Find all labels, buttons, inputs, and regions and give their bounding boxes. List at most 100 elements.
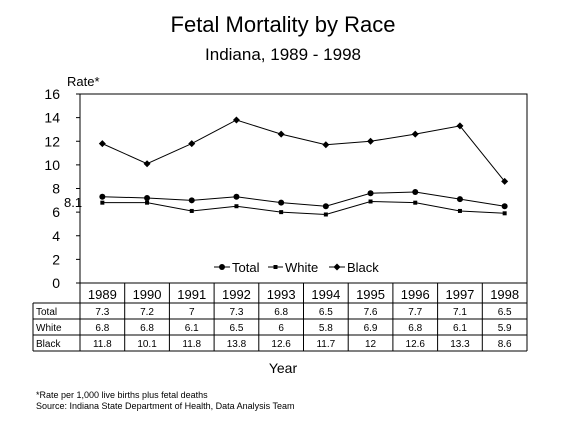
chart-title: Fetal Mortality by Race — [170, 12, 396, 37]
data-point-total — [188, 197, 195, 204]
table-cell: 6.5 — [498, 307, 512, 318]
plot-area — [79, 93, 528, 284]
series-line-total — [102, 191, 505, 207]
table-cell: 13.3 — [450, 339, 470, 350]
data-point-total — [501, 203, 508, 210]
data-point-white — [457, 208, 462, 213]
table-cell: 12.6 — [271, 339, 291, 350]
x-tick-label: 1995 — [356, 287, 385, 302]
x-tick-label: 1996 — [401, 287, 430, 302]
data-point-total — [99, 193, 106, 200]
data-point-black — [456, 122, 464, 130]
x-tick-label: 1998 — [490, 287, 519, 302]
data-point-white — [413, 200, 418, 205]
legend-marker-white — [273, 265, 278, 269]
rate-footnote: *Rate per 1,000 live births plus fetal d… — [36, 390, 208, 400]
data-point-white — [279, 210, 284, 215]
y-tick-label: 2 — [52, 251, 60, 267]
x-tick-label: 1992 — [222, 287, 251, 302]
series-line-black — [102, 119, 506, 182]
data-point-total — [367, 190, 374, 197]
data-point-black — [411, 130, 419, 138]
data-point-total — [278, 199, 285, 206]
data-point-total — [144, 194, 151, 201]
y-tick-label: 16 — [44, 86, 60, 102]
table-cell: 11.8 — [182, 339, 201, 350]
table-cell: 7.6 — [364, 307, 378, 318]
table-cell: 12.6 — [406, 339, 426, 350]
legend-box — [209, 257, 383, 276]
series-line-white — [102, 200, 505, 215]
table-cell: 6 — [278, 323, 284, 334]
data-point-black — [143, 160, 151, 168]
data-point-black — [367, 137, 375, 145]
y-tick-label: 12 — [44, 133, 60, 149]
table-cell: 6.1 — [453, 323, 467, 334]
table-cell: 7.1 — [453, 307, 467, 318]
table-cell: 7.3 — [229, 307, 243, 318]
y-tick-label: 8 — [52, 181, 60, 197]
data-point-black — [322, 141, 330, 149]
legend-marker-total — [219, 264, 225, 270]
data-point-black — [188, 140, 196, 148]
y-tick-label: 0 — [52, 275, 60, 291]
data-point-black — [232, 116, 240, 124]
x-tick-label: 1997 — [445, 287, 474, 302]
table-cell: 5.9 — [498, 323, 512, 334]
table-cell: 5.8 — [319, 323, 333, 334]
data-point-white — [323, 212, 328, 217]
table-row-label: White — [36, 323, 62, 334]
y-axis-label: Rate* — [67, 74, 100, 89]
data-point-white — [145, 200, 150, 205]
x-axis-label: Year — [268, 360, 298, 376]
data-point-total — [412, 189, 419, 196]
table-row-label: Total — [36, 307, 57, 318]
table-cell: 6.8 — [95, 323, 109, 334]
data-point-black — [98, 140, 106, 148]
data-point-white — [502, 211, 507, 216]
table-cell: 11.7 — [316, 339, 335, 350]
table-cell: 13.8 — [227, 339, 247, 350]
data-point-total — [233, 193, 240, 200]
table-cell: 6.8 — [274, 307, 288, 318]
legend-marker-black — [333, 263, 341, 271]
x-tick-label: 1989 — [88, 287, 117, 302]
y-tick-label: 4 — [52, 228, 60, 244]
chart-subtitle: Indiana, 1989 - 1998 — [205, 45, 361, 64]
data-point-white — [368, 199, 373, 204]
table-cell: 7.3 — [95, 307, 109, 318]
legend-label-black: Black — [347, 260, 379, 275]
table-cell: 11.8 — [93, 339, 112, 350]
table-cell: 7 — [189, 307, 195, 318]
source-footnote: Source: Indiana State Department of Heal… — [36, 401, 295, 411]
table-cell: 6.1 — [185, 323, 199, 334]
data-point-black — [501, 177, 509, 185]
y-tick-label: 6 — [52, 204, 60, 220]
table-cell: 6.9 — [364, 323, 378, 334]
annotation-label: 8.1 — [64, 195, 82, 210]
table-cell: 12 — [365, 339, 377, 350]
table-cell: 6.8 — [140, 323, 154, 334]
table-cell: 7.7 — [408, 307, 422, 318]
data-point-total — [456, 196, 463, 203]
x-tick-label: 1993 — [267, 287, 296, 302]
table-cell: 6.5 — [229, 323, 243, 334]
legend-label-white: White — [285, 260, 318, 275]
table-row-label: Black — [36, 339, 61, 350]
x-tick-label: 1991 — [177, 287, 206, 302]
x-tick-label: 1990 — [133, 287, 162, 302]
y-tick-label: 14 — [44, 110, 60, 126]
data-point-white — [234, 204, 239, 209]
table-cell: 7.2 — [140, 307, 154, 318]
x-tick-label: 1994 — [311, 287, 340, 302]
table-cell: 10.1 — [137, 339, 157, 350]
data-point-total — [322, 203, 329, 210]
table-cell: 6.5 — [319, 307, 333, 318]
legend-label-total: Total — [232, 260, 260, 275]
data-point-black — [277, 130, 285, 138]
table-cell: 6.8 — [408, 323, 422, 334]
table-cell: 8.6 — [498, 339, 512, 350]
data-point-white — [189, 208, 194, 213]
data-point-white — [100, 200, 105, 205]
